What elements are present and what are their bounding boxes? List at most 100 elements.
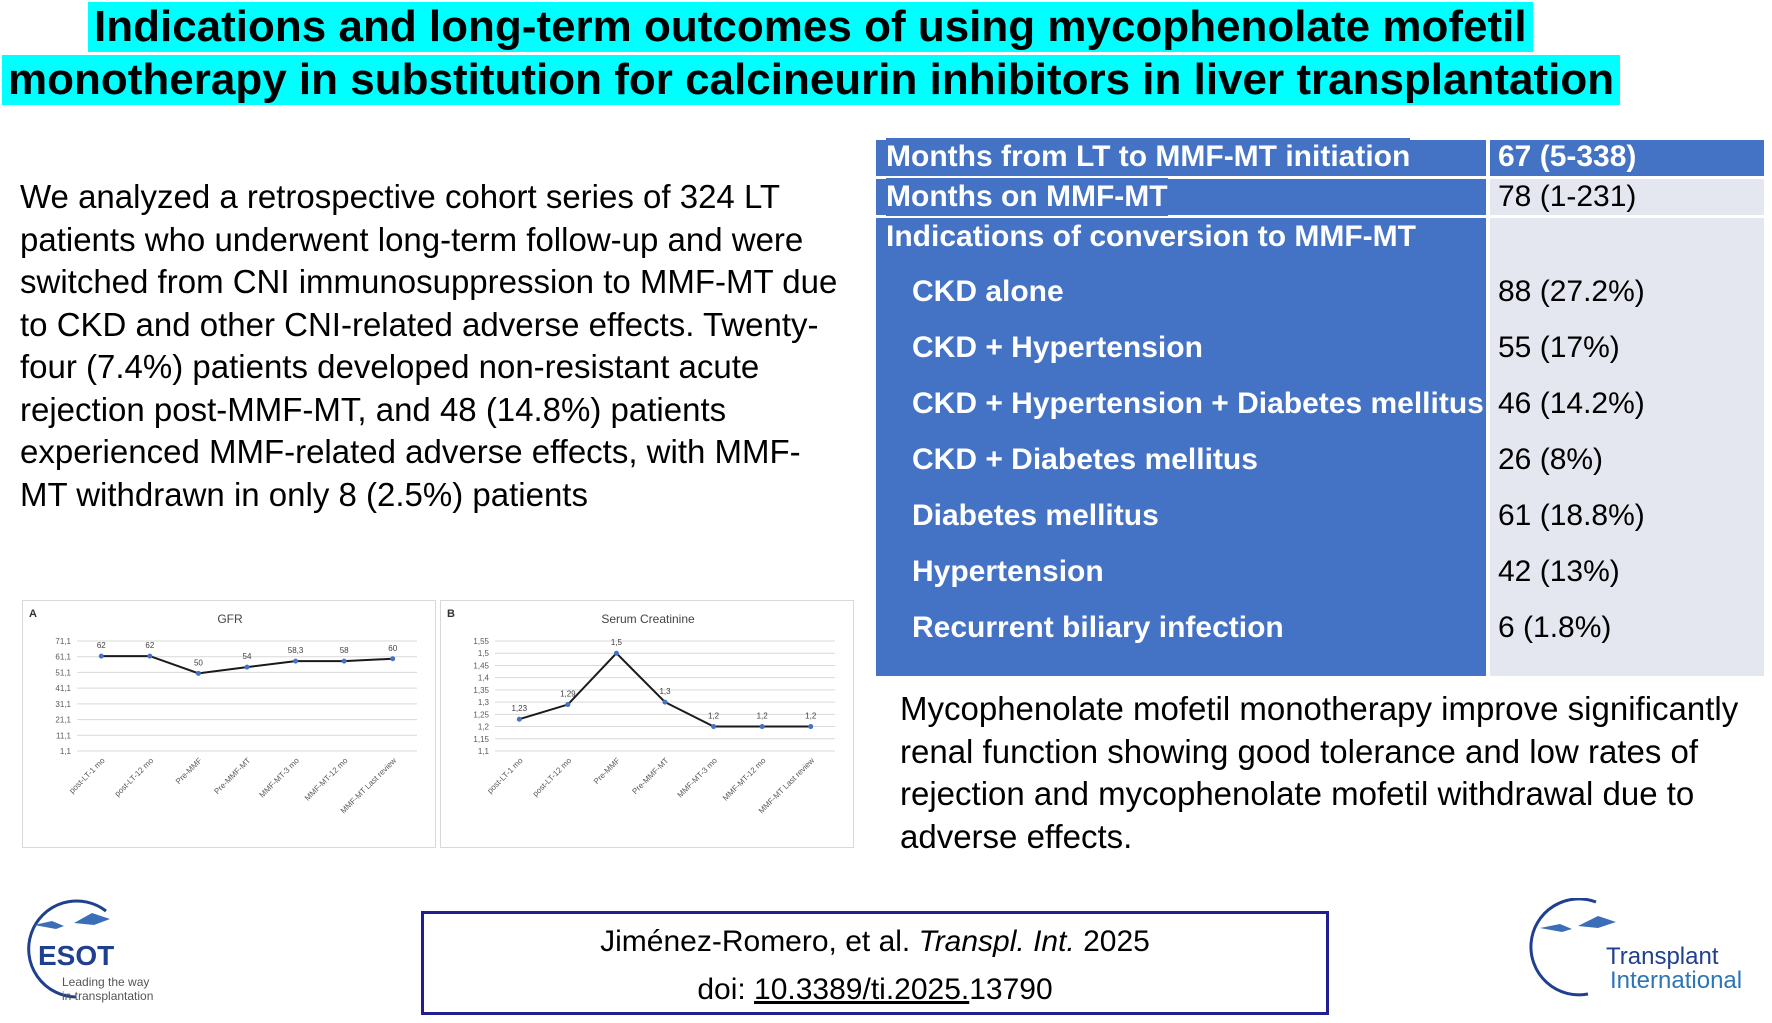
x-tick-label: Pre-MMF-MT — [630, 756, 670, 796]
indication-value: 88 (27.2%) — [1498, 275, 1645, 308]
chart-panel-label: A — [29, 608, 37, 620]
gfr-chart: A GFR 1,1 11,1 21,1 31,1 41,1 51,1 61,1 71,1 62 pos… — [22, 600, 436, 848]
chart-title: GFR — [217, 612, 243, 626]
data-point — [293, 658, 299, 664]
y-tick-label: 31,1 — [55, 700, 71, 709]
doi-link[interactable]: 10.3389/ti.2025. — [754, 973, 970, 1006]
indication-value: 26 (8%) — [1498, 443, 1604, 476]
chart-title: Serum Creatinine — [601, 612, 695, 626]
row-value-months-to-initiation: 67 (5-338) — [1498, 140, 1637, 173]
data-point — [613, 650, 619, 656]
data-label: 60 — [388, 644, 397, 653]
data-label: 58,3 — [288, 646, 304, 655]
ti-name-line-1: Transplant — [1606, 943, 1719, 970]
x-tick-label: Pre-MMF-MT — [212, 756, 252, 796]
doi-prefix: doi: — [697, 973, 746, 1006]
table-header-right-cell — [1490, 140, 1764, 176]
x-tick-label: MMF-MT Last review — [757, 756, 817, 816]
y-tick-label: 1,35 — [473, 686, 489, 695]
y-tick-label: 1,1 — [478, 747, 490, 756]
title-line-2: monotherapy in substitution for calcineu… — [2, 55, 1621, 105]
citation-box: Jiménez-Romero, et al. Transpl. Int. 202… — [421, 911, 1329, 1015]
gfr-chart-svg: A GFR 1,1 11,1 21,1 31,1 41,1 51,1 61,1 71,1 62 pos… — [29, 608, 417, 815]
indication-value: 6 (1.8%) — [1498, 611, 1612, 644]
data-point — [759, 724, 765, 730]
data-point — [341, 658, 347, 664]
data-label: 62 — [97, 641, 106, 650]
indication-value: 42 (13%) — [1498, 555, 1620, 588]
data-label: 1,23 — [511, 704, 527, 713]
indication-label: CKD + Hypertension + Diabetes mellitus — [912, 385, 1484, 423]
x-tick-label: MMF-MT-12 mo — [303, 756, 350, 803]
esot-name: ESOT — [38, 940, 114, 971]
column-separator — [1486, 140, 1490, 676]
data-point — [516, 716, 522, 722]
citation-journal: Transpl. Int. — [918, 925, 1075, 958]
conclusion-text: Mycophenolate mofetil monotherapy improv… — [900, 690, 1739, 855]
hand-right-icon — [1578, 916, 1616, 928]
data-point — [662, 699, 668, 705]
data-label: 1,2 — [757, 712, 769, 721]
doi-suffix: 13790 — [969, 973, 1053, 1006]
indication-label: Hypertension — [912, 553, 1104, 591]
y-tick-label: 1,45 — [473, 661, 489, 670]
x-tick-label: MMF-MT-3 mo — [676, 756, 720, 800]
ti-name-line-2: International — [1610, 967, 1742, 994]
data-label: 54 — [243, 652, 252, 661]
x-tick-label: post-LT-1 mo — [67, 756, 107, 796]
x-tick-label: Pre-MMF — [592, 756, 622, 786]
data-point — [244, 664, 250, 670]
data-label: 62 — [145, 641, 154, 650]
transplant-international-logo: Transplant International — [1529, 898, 1742, 997]
row-separator — [876, 176, 1764, 179]
y-tick-label: 41,1 — [55, 684, 71, 693]
indication-label: CKD alone — [912, 273, 1064, 311]
citation-authors: Jiménez-Romero, et al. — [600, 925, 911, 958]
y-tick-label: 1,15 — [473, 735, 489, 744]
citation-line: Jiménez-Romero, et al. Transpl. Int. 202… — [424, 924, 1326, 960]
y-tick-label: 21,1 — [55, 716, 71, 725]
data-label: 1,3 — [659, 687, 671, 696]
citation-year: 2025 — [1083, 925, 1150, 958]
data-point — [147, 653, 153, 659]
data-label: 1,2 — [805, 712, 817, 721]
indication-value: 61 (18.8%) — [1498, 499, 1645, 532]
data-point — [195, 670, 201, 676]
data-label: 50 — [194, 658, 203, 667]
y-tick-label: 1,4 — [478, 674, 490, 683]
x-tick-label: post-LT-12 mo — [113, 756, 156, 799]
x-tick-label: post-LT-12 mo — [531, 756, 574, 799]
y-tick-label: 1,55 — [473, 637, 489, 646]
indication-label: CKD + Hypertension — [912, 329, 1203, 367]
indication-label: Recurrent biliary infection — [912, 609, 1284, 647]
y-tick-label: 1,3 — [478, 698, 490, 707]
data-point — [98, 653, 104, 659]
y-tick-label: 51,1 — [55, 668, 71, 677]
data-point — [390, 656, 396, 662]
row-separator — [876, 215, 1764, 218]
creatinine-chart-svg: B Serum Creatinine 1,1 1,15 1,2 1,25 1,3 1,35 1,… — [447, 608, 835, 816]
y-tick-label: 61,1 — [55, 653, 71, 662]
ti-logo-arc — [1529, 898, 1597, 997]
data-label: 1,2 — [708, 712, 720, 721]
x-tick-label: post-LT-1 mo — [485, 756, 525, 796]
creatinine-chart: B Serum Creatinine 1,1 1,15 1,2 1,25 1,3 1,35 1,… — [440, 600, 854, 848]
data-label: 1,29 — [560, 690, 576, 699]
summary-text: We analyzed a retrospective cohort serie… — [20, 178, 838, 513]
y-tick-label: 71,1 — [55, 637, 71, 646]
chart-panel-label: B — [447, 608, 455, 620]
y-tick-label: 1,1 — [60, 747, 72, 756]
y-tick-label: 1,25 — [473, 710, 489, 719]
hand-left-icon — [34, 921, 64, 929]
esot-tagline-2: in transplantation — [62, 989, 153, 1003]
indication-label: CKD + Diabetes mellitus — [912, 441, 1258, 479]
data-point — [711, 724, 717, 730]
title-line-1: Indications and long-term outcomes of us… — [88, 2, 1533, 52]
data-point — [808, 724, 814, 730]
row-value-months-on: 78 (1-231) — [1498, 180, 1637, 213]
doi-line: doi: 10.3389/ti.2025.13790 — [424, 972, 1326, 1008]
x-tick-label: Pre-MMF — [174, 756, 204, 786]
x-tick-label: MMF-MT-3 mo — [258, 756, 302, 800]
y-tick-label: 1,2 — [478, 723, 490, 732]
y-tick-label: 11,1 — [56, 731, 72, 740]
